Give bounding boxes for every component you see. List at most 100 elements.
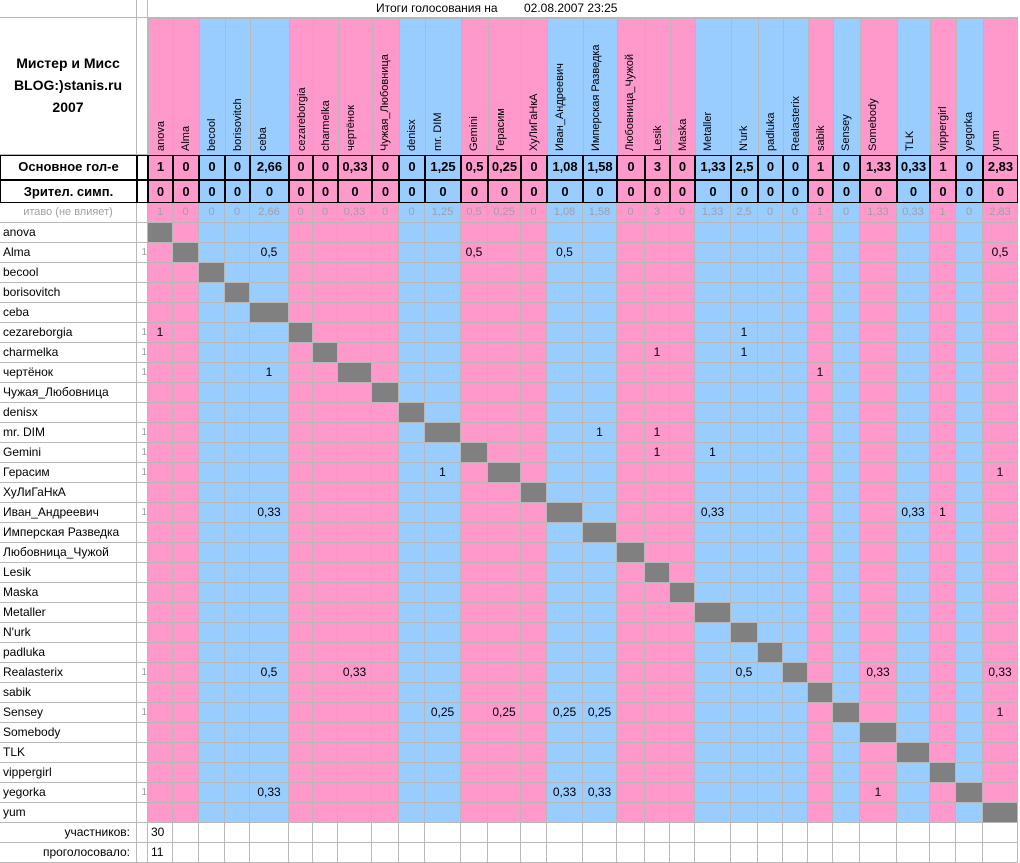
vote-cell: [731, 583, 758, 603]
vote-cell: [833, 543, 860, 563]
summary-value: 1,33: [695, 203, 731, 223]
vote-cell: [860, 263, 897, 283]
vote-cell: [695, 563, 731, 583]
vote-cell: [930, 803, 956, 823]
vote-cell: [399, 483, 425, 503]
diagonal-cell: [758, 643, 783, 663]
vote-cell: [199, 623, 225, 643]
vote-cell: [670, 443, 695, 463]
voted-marker: [137, 803, 148, 823]
vote-cell: [173, 263, 199, 283]
blank-cell: [225, 0, 250, 18]
vote-cell: [425, 443, 461, 463]
vote-cell: [808, 223, 833, 243]
summary-value: 0: [425, 180, 461, 203]
vote-cell: [199, 503, 225, 523]
vote-cell: [695, 463, 731, 483]
blank-cell: [137, 18, 148, 155]
vote-cell: 1: [983, 703, 1018, 723]
vote-cell: [148, 563, 173, 583]
blank-cell: [670, 0, 695, 18]
vote-cell: [783, 643, 808, 663]
vote-cell: [547, 363, 583, 383]
row-name: denisx: [0, 403, 137, 423]
vote-cell: [783, 303, 808, 323]
vote-cell: 1: [731, 323, 758, 343]
vote-cell: [695, 483, 731, 503]
vote-cell: [488, 383, 521, 403]
blank-cell: [250, 843, 289, 863]
vote-cell: [645, 703, 670, 723]
summary-value: 0: [833, 203, 860, 223]
blank-cell: [695, 843, 731, 863]
vote-cell: [956, 483, 983, 503]
diagonal-cell: [956, 783, 983, 803]
vote-cell: [695, 323, 731, 343]
vote-cell: [199, 583, 225, 603]
voted-marker: [137, 223, 148, 243]
blank-cell: [173, 823, 199, 843]
blank-cell: [399, 823, 425, 843]
vote-cell: [547, 743, 583, 763]
vote-cell: [148, 703, 173, 723]
vote-cell: [488, 423, 521, 443]
blank-cell: [199, 0, 225, 18]
vote-cell: [225, 743, 250, 763]
vote-cell: [956, 563, 983, 583]
vote-cell: [897, 343, 930, 363]
vote-cell: [225, 223, 250, 243]
row-name: borisovitch: [0, 283, 137, 303]
vote-cell: [783, 763, 808, 783]
vote-cell: [199, 443, 225, 463]
vote-cell: [758, 563, 783, 583]
blank-cell: [897, 843, 930, 863]
vote-cell: [338, 383, 372, 403]
vote-cell: [547, 263, 583, 283]
summary-value: 0: [617, 203, 645, 223]
blank-cell: [758, 0, 783, 18]
column-header: cezareborgia: [289, 18, 313, 155]
vote-cell: [425, 543, 461, 563]
vote-cell: [173, 763, 199, 783]
voted-marker: [137, 723, 148, 743]
vote-cell: [930, 323, 956, 343]
vote-cell: [148, 723, 173, 743]
column-header: Sensey: [833, 18, 860, 155]
vote-cell: [583, 503, 617, 523]
vote-cell: [521, 263, 547, 283]
vote-cell: [930, 223, 956, 243]
vote-cell: [521, 303, 547, 323]
summary-value: 0: [695, 180, 731, 203]
vote-cell: [983, 283, 1018, 303]
vote-cell: [783, 463, 808, 483]
vote-cell: [250, 323, 289, 343]
vote-cell: [695, 343, 731, 363]
vote-cell: [583, 803, 617, 823]
vote-cell: [670, 603, 695, 623]
vote-cell: [833, 563, 860, 583]
vote-cell: [338, 283, 372, 303]
vote-cell: [199, 403, 225, 423]
vote-cell: [199, 223, 225, 243]
summary-value: 0: [399, 180, 425, 203]
vote-cell: [783, 363, 808, 383]
vote-cell: [372, 803, 399, 823]
column-header: Lesik: [645, 18, 670, 155]
vote-cell: [289, 363, 313, 383]
vote-cell: [338, 543, 372, 563]
blank-cell: [425, 843, 461, 863]
vote-cell: [225, 403, 250, 423]
summary-value: 0: [372, 203, 399, 223]
vote-cell: [399, 503, 425, 523]
vote-cell: [956, 283, 983, 303]
vote-cell: [199, 603, 225, 623]
vote-cell: [313, 283, 338, 303]
vote-cell: [860, 403, 897, 423]
vote-cell: [783, 443, 808, 463]
summary-value: 1,33: [860, 203, 897, 223]
row-name: Имперская Разведка: [0, 523, 137, 543]
vote-cell: 0,33: [695, 503, 731, 523]
summary-value: 0,25: [488, 203, 521, 223]
blank-cell: [399, 0, 425, 18]
vote-cell: [461, 503, 488, 523]
